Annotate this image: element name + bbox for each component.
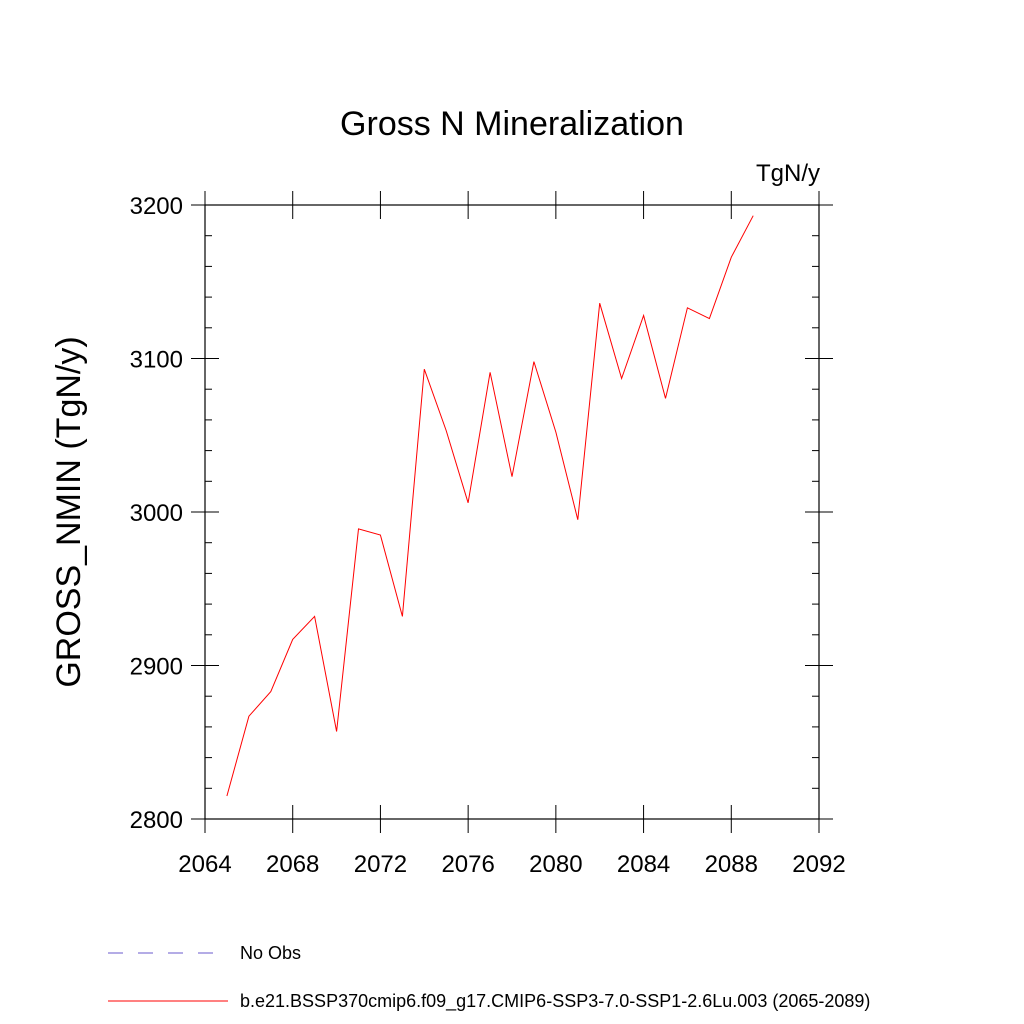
plot-frame bbox=[204, 204, 820, 820]
x-tick-label: 2076 bbox=[441, 851, 494, 878]
y-tick-label: 3000 bbox=[130, 500, 183, 527]
y-tick-label: 3100 bbox=[130, 347, 183, 374]
x-tick-label: 2064 bbox=[178, 851, 231, 878]
units-label: TgN/y bbox=[756, 160, 820, 187]
ticks-layer: 2800 2900 3000 3100 3200 2064 2068 2072 2076 2080… bbox=[130, 191, 846, 878]
y-tick-label: 3200 bbox=[130, 193, 183, 220]
y-tick-label: 2800 bbox=[130, 807, 183, 834]
x-tick-label: 2092 bbox=[792, 851, 845, 878]
x-tick-label: 2068 bbox=[266, 851, 319, 878]
x-tick-label: 2080 bbox=[529, 851, 582, 878]
x-tick-label: 2084 bbox=[617, 851, 670, 878]
legend-label-no-obs: No Obs bbox=[240, 943, 301, 963]
y-axis-label: GROSS_NMIN (TgN/y) bbox=[50, 336, 88, 687]
legend: No Obs b.e21.BSSP370cmip6.f09_g17.CMIP6-… bbox=[108, 943, 870, 1012]
x-tick-label: 2072 bbox=[354, 851, 407, 878]
y-tick-label: 2900 bbox=[130, 654, 183, 681]
series-line bbox=[226, 215, 754, 797]
legend-label-model: b.e21.BSSP370cmip6.f09_g17.CMIP6-SSP3-7.… bbox=[240, 991, 870, 1012]
series-layer bbox=[226, 215, 754, 797]
x-tick-label: 2088 bbox=[705, 851, 758, 878]
chart-title: Gross N Mineralization bbox=[340, 105, 684, 143]
